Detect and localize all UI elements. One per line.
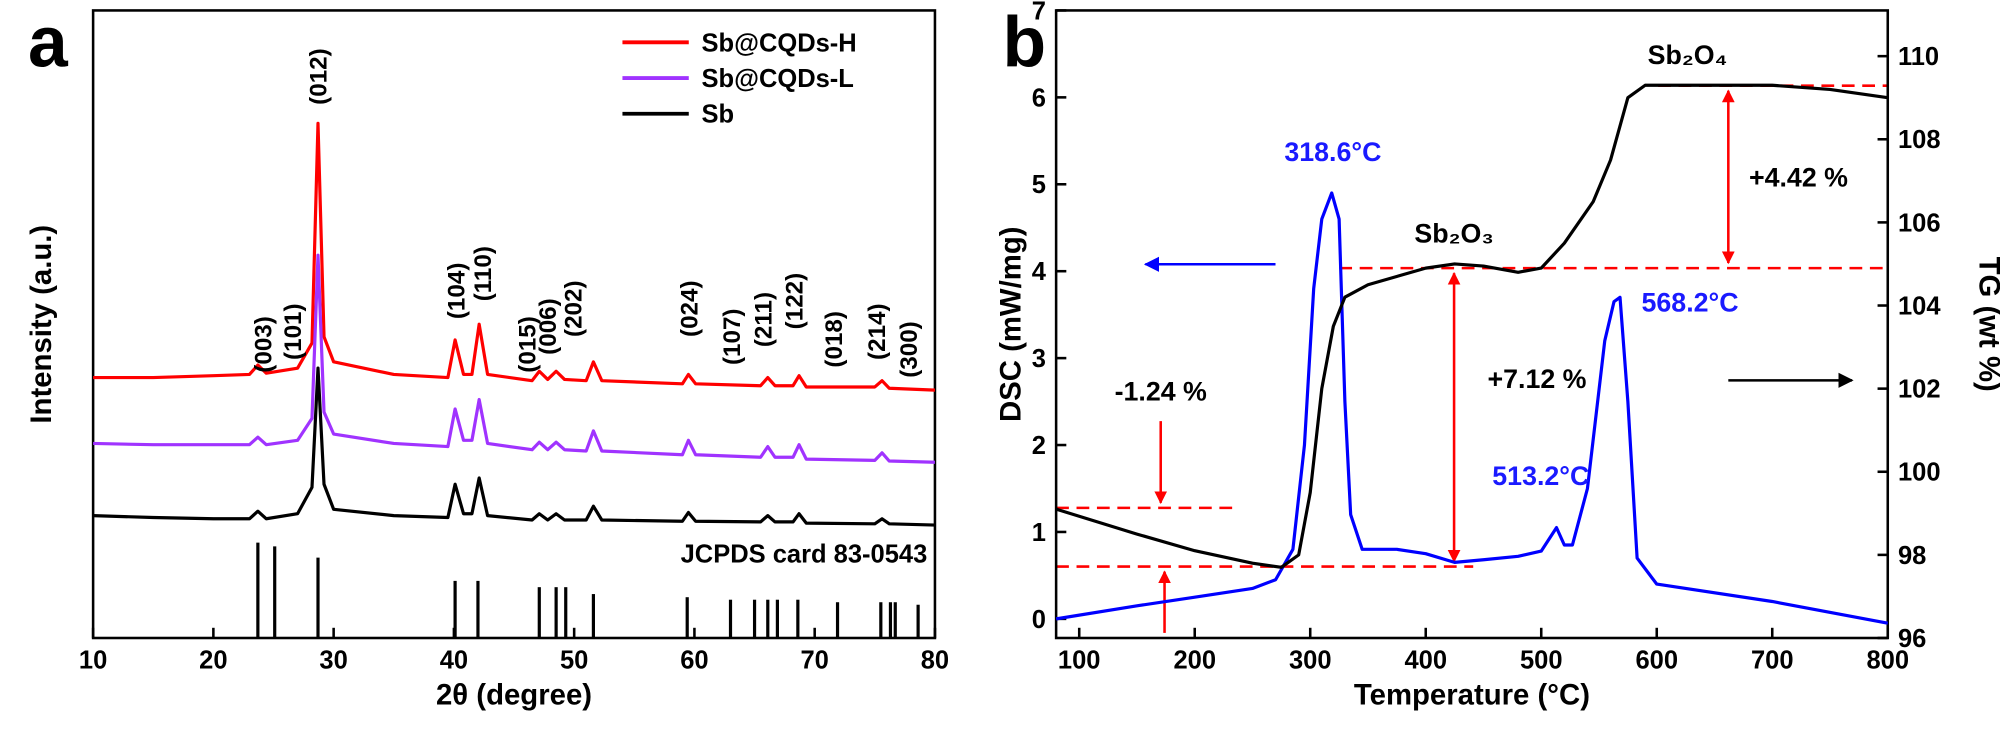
y-tick-label: 7 <box>1032 0 1046 25</box>
panel-label: a <box>28 3 69 83</box>
peak-label: (012) <box>306 48 333 105</box>
y2-tick-label: 108 <box>1898 126 1941 154</box>
legend-label: Sb <box>702 101 735 129</box>
x-tick-label: 80 <box>921 647 949 675</box>
y-tick-label: 2 <box>1032 432 1046 460</box>
peak-label: (110) <box>470 246 497 301</box>
peak-label: (015) <box>515 316 542 373</box>
x-tick-label: 400 <box>1404 647 1447 675</box>
peak-label: (018) <box>821 311 848 368</box>
annotation: +7.12 % <box>1488 364 1587 394</box>
x-tick-label: 100 <box>1058 647 1101 675</box>
annotation: Sb₂O₄ <box>1648 40 1728 70</box>
y-axis-title: Intensity (a.u.) <box>25 225 58 424</box>
y-tick-label: 6 <box>1032 84 1046 112</box>
series-line <box>93 253 935 464</box>
x-axis-title: Temperature (°C) <box>1354 678 1590 711</box>
y2-tick-label: 102 <box>1898 376 1941 404</box>
peak-label: (024) <box>677 280 704 337</box>
x-tick-label: 70 <box>800 647 828 675</box>
annotation: 513.2°C <box>1492 461 1589 491</box>
annotation: 568.2°C <box>1642 287 1739 317</box>
series-line <box>93 121 936 392</box>
x-tick-label: 30 <box>319 647 347 675</box>
series-line <box>1055 191 1889 625</box>
y-tick-label: 0 <box>1032 606 1046 634</box>
y-tick-label: 4 <box>1032 258 1047 286</box>
series-line <box>93 366 935 527</box>
x-tick-label: 700 <box>1751 647 1794 675</box>
peak-label: (122) <box>781 273 808 330</box>
x-tick-label: 50 <box>560 647 588 675</box>
x-tick-label: 20 <box>199 647 227 675</box>
plot-frame <box>91 9 937 640</box>
x-tick-label: 200 <box>1173 647 1216 675</box>
y2-tick-label: 100 <box>1898 459 1941 487</box>
legend-label: Sb@CQDs-H <box>702 29 857 57</box>
y2-tick-label: 110 <box>1898 43 1939 71</box>
y-tick-label: 5 <box>1032 171 1046 199</box>
plot-frame <box>1054 9 1890 640</box>
annotation: +4.42 % <box>1749 162 1848 192</box>
peak-label: (107) <box>719 308 746 365</box>
y2-tick-label: 106 <box>1898 209 1941 237</box>
series-line <box>1055 83 1888 569</box>
peak-label: (104) <box>443 263 470 320</box>
annotation: -1.24 % <box>1115 377 1207 407</box>
x-tick-label: 300 <box>1289 647 1332 675</box>
peak-label: (006) <box>535 298 562 355</box>
x-tick-label: 10 <box>79 647 107 675</box>
y2-tick-label: 104 <box>1898 292 1941 320</box>
y-tick-label: 3 <box>1032 345 1046 373</box>
peak-label: (101) <box>280 303 307 360</box>
peak-label: (300) <box>896 321 923 378</box>
peak-label: (214) <box>864 303 891 360</box>
x-tick-label: 40 <box>440 647 468 675</box>
x-tick-label: 800 <box>1866 647 1909 675</box>
y2-tick-label: 98 <box>1898 542 1926 570</box>
panel-label: b <box>1003 3 1047 83</box>
y-tick-label: 1 <box>1032 519 1046 547</box>
peak-label: (202) <box>561 280 588 337</box>
peak-label: (211) <box>751 292 778 347</box>
reference-label: JCPDS card 83-0543 <box>681 541 928 569</box>
y2-axis-title: TG (wt %) <box>1973 257 2000 392</box>
y-axis-title: DSC (mW/mg) <box>994 226 1027 422</box>
annotation: Sb₂O₃ <box>1414 219 1493 249</box>
peak-label: (003) <box>251 316 278 373</box>
annotation: 318.6°C <box>1284 137 1381 167</box>
y2-tick-label: 96 <box>1898 625 1926 653</box>
x-tick-label: 500 <box>1520 647 1563 675</box>
x-tick-label: 600 <box>1635 647 1678 675</box>
x-axis-title: 2θ (degree) <box>436 678 592 711</box>
legend-label: Sb@CQDs-L <box>702 65 854 93</box>
x-tick-label: 60 <box>680 647 708 675</box>
